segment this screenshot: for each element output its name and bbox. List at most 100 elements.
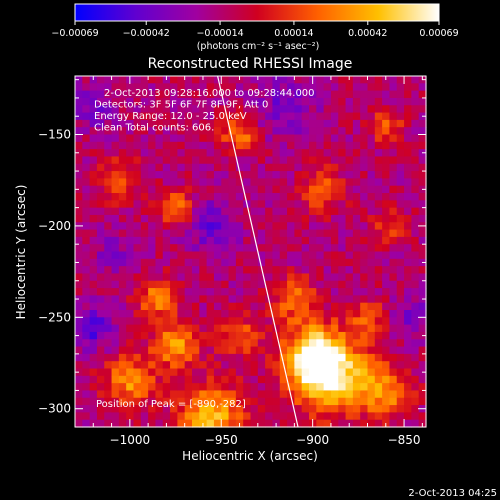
heatmap-cell	[126, 368, 135, 377]
heatmap-cell	[389, 295, 398, 304]
heatmap-cell	[104, 163, 113, 172]
heatmap-cell	[235, 280, 244, 289]
heatmap-cell	[192, 178, 200, 187]
heatmap-cell	[404, 178, 412, 187]
heatmap-cell	[140, 163, 149, 172]
heatmap-cell	[155, 97, 164, 106]
heatmap-cell	[265, 156, 274, 165]
heatmap-cell	[338, 339, 347, 348]
heatmap-cell	[96, 163, 105, 172]
heatmap-cell	[294, 127, 303, 136]
heatmap-cell	[221, 119, 230, 128]
heatmap-cell	[199, 295, 208, 304]
heatmap-cell	[199, 214, 208, 223]
heatmap-cell	[345, 141, 354, 150]
heatmap-cell	[206, 353, 215, 362]
heatmap-cell	[382, 251, 391, 260]
heatmap-cell	[177, 244, 186, 253]
heatmap-cell	[104, 266, 113, 275]
heatmap-cell	[104, 134, 113, 143]
heatmap-cell	[389, 193, 398, 201]
heatmap-cell	[294, 331, 303, 340]
heatmap-cell	[309, 112, 317, 121]
heatmap-cell	[404, 310, 412, 318]
heatmap-cell	[279, 193, 288, 201]
heatmap-cell	[206, 266, 215, 275]
heatmap-cell	[279, 105, 288, 114]
heatmap-cell	[250, 368, 259, 377]
heatmap-cell	[404, 229, 412, 238]
heatmap-cell	[126, 397, 135, 406]
heatmap-cell	[184, 156, 193, 165]
heatmap-cell	[338, 288, 347, 296]
heatmap-cell	[162, 149, 171, 158]
heatmap-cell	[367, 419, 376, 428]
heatmap-cell	[294, 171, 303, 179]
heatmap-cell	[118, 412, 127, 421]
heatmap-cell	[287, 97, 295, 106]
heatmap-cell	[294, 207, 303, 216]
heatmap-cell	[367, 273, 376, 282]
heatmap-cell	[126, 266, 135, 275]
heatmap-cell	[272, 97, 281, 106]
heatmap-cell	[82, 90, 91, 99]
heatmap-cell	[250, 97, 259, 106]
heatmap-cell	[352, 229, 361, 238]
heatmap-cell	[228, 302, 237, 311]
heatmap-cell	[367, 346, 376, 355]
heatmap-cell	[111, 229, 120, 238]
heatmap-cell	[177, 397, 186, 406]
heatmap-cell	[330, 156, 339, 165]
heatmap-cell	[396, 105, 405, 114]
heatmap-cell	[360, 244, 369, 253]
heatmap-cell	[323, 258, 332, 267]
heatmap-cell	[360, 317, 369, 326]
heatmap-cell	[257, 207, 266, 216]
heatmap-cell	[360, 127, 369, 136]
heatmap-cell	[96, 156, 105, 165]
heatmap-cell	[272, 310, 281, 318]
heatmap-cell	[250, 244, 259, 253]
heatmap-cell	[389, 163, 398, 172]
heatmap-cell	[250, 214, 259, 223]
heatmap-cell	[162, 178, 171, 187]
heatmap-cell	[243, 134, 252, 143]
heatmap-cell	[177, 207, 186, 216]
heatmap-cell	[250, 375, 259, 384]
heatmap-cell	[396, 134, 405, 143]
heatmap-cell	[382, 97, 391, 106]
heatmap-cell	[316, 83, 325, 92]
heatmap-cell	[279, 273, 288, 282]
heatmap-cell	[170, 156, 178, 165]
heatmap-cell	[330, 127, 339, 136]
heatmap-cell	[155, 258, 164, 267]
heatmap-cell	[140, 207, 149, 216]
heatmap-cell	[404, 171, 412, 179]
heatmap-cell	[199, 207, 208, 216]
heatmap-cell	[250, 171, 259, 179]
heatmap-cell	[301, 156, 310, 165]
heatmap-cell	[345, 236, 354, 245]
heatmap-cell	[118, 310, 127, 318]
heatmap-cell	[184, 119, 193, 128]
heatmap-cell	[104, 97, 113, 106]
heatmap-cell	[250, 134, 259, 143]
heatmap-cell	[316, 397, 325, 406]
heatmap-cell	[338, 229, 347, 238]
heatmap-cell	[279, 141, 288, 150]
heatmap-cell	[126, 288, 135, 296]
heatmap-cell	[323, 346, 332, 355]
heatmap-cell	[199, 280, 208, 289]
heatmap-cell	[411, 258, 420, 267]
heatmap-cell	[235, 346, 244, 355]
heatmap-cell	[235, 339, 244, 348]
heatmap-cell	[352, 171, 361, 179]
heatmap-cell	[104, 280, 113, 289]
heatmap-cell	[330, 375, 339, 384]
heatmap-cell	[199, 141, 208, 150]
heatmap-cell	[404, 288, 412, 296]
heatmap-cell	[411, 83, 420, 92]
heatmap-cell	[155, 134, 164, 143]
heatmap-cell	[96, 273, 105, 282]
heatmap-cell	[192, 134, 200, 143]
